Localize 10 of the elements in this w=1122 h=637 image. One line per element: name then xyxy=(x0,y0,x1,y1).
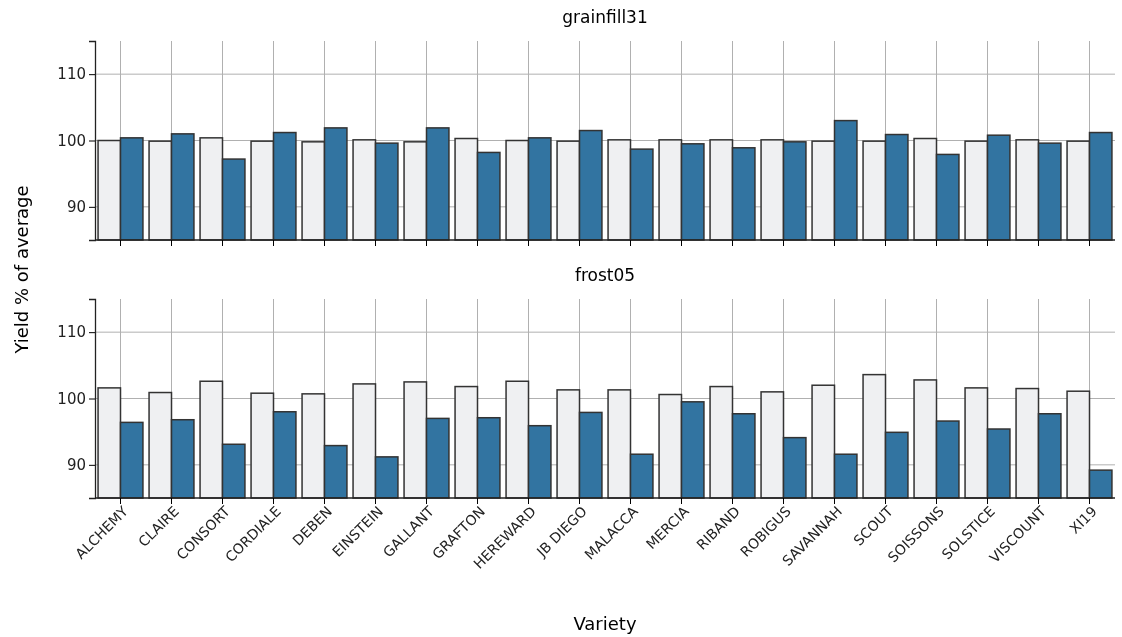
y-tick-label: 100 xyxy=(57,389,86,408)
y-tick-label: 90 xyxy=(66,198,86,217)
x-axis-title: Variety xyxy=(573,613,637,634)
y-tick-label: 110 xyxy=(57,323,86,342)
y-tick-label: 100 xyxy=(57,131,86,150)
y-tick-label: 90 xyxy=(66,456,86,475)
y-axis-title: Yield % of average xyxy=(11,185,32,355)
y-tick-label: 110 xyxy=(57,65,86,84)
chart-title: grainfill31 xyxy=(562,7,648,27)
chart-title: frost05 xyxy=(574,265,636,285)
